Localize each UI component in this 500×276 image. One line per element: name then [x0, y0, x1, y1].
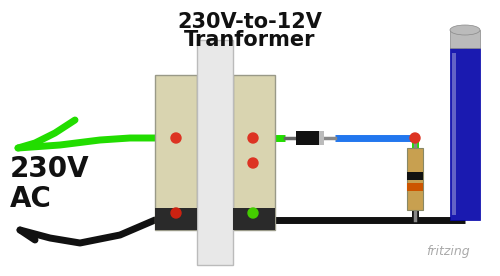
Text: Tranformer: Tranformer [184, 30, 316, 50]
Text: 230V-to-12V: 230V-to-12V [178, 12, 322, 32]
Circle shape [248, 208, 258, 218]
Text: 230V: 230V [10, 155, 90, 183]
Bar [155, 208, 197, 230]
Bar [450, 48, 480, 220]
Circle shape [248, 133, 258, 143]
Circle shape [248, 158, 258, 168]
Bar [407, 148, 423, 210]
Bar [197, 40, 233, 265]
Bar [155, 75, 197, 230]
Ellipse shape [450, 25, 480, 35]
Circle shape [171, 133, 181, 143]
Bar [452, 53, 456, 215]
Bar [450, 30, 480, 48]
Bar [407, 172, 423, 180]
Circle shape [410, 133, 420, 143]
Bar [233, 75, 275, 230]
Text: AC: AC [10, 185, 52, 213]
Bar [233, 208, 275, 230]
Text: fritzing: fritzing [426, 245, 470, 258]
Circle shape [171, 208, 181, 218]
Bar [296, 131, 324, 145]
Bar [319, 131, 324, 145]
Bar [407, 183, 423, 191]
